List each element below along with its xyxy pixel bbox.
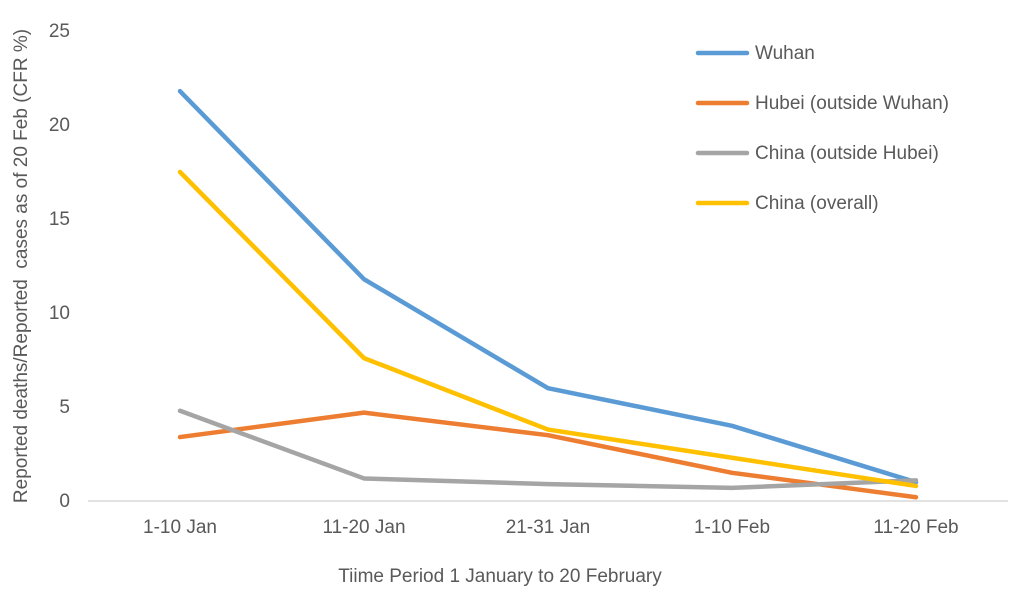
y-axis-tick-label: 10 [49, 303, 70, 324]
legend-item: China (overall) [695, 193, 879, 214]
x-axis-tick-label: 11-20 Feb [873, 517, 958, 538]
legend-item: Hubei (outside Wuhan) [695, 93, 949, 114]
y-axis-tick-label: 15 [49, 209, 70, 230]
y-axis-tick-label: 20 [49, 115, 70, 136]
y-axis-tick-label: 0 [59, 491, 70, 512]
x-axis-tick-label: 21-31 Jan [506, 517, 591, 538]
y-axis-tick-label: 25 [49, 21, 70, 42]
y-axis-tick-label: 5 [59, 397, 70, 418]
x-axis-tick-label: 1-10 Feb [694, 517, 770, 538]
legend-label: China (outside Hubei) [755, 143, 939, 164]
legend-label: China (overall) [755, 193, 879, 214]
series-line-hubei-outside-wuhan [177, 410, 919, 500]
y-axis-title: Reported deaths/Reported cases as of 20 … [11, 28, 32, 504]
legend-item: China (outside Hubei) [695, 143, 939, 164]
legend-item: Wuhan [695, 43, 815, 64]
x-axis-tick-label: 11-20 Jan [322, 517, 405, 538]
legend-label: Hubei (outside Wuhan) [755, 93, 949, 114]
series-line-china-overall [177, 169, 919, 489]
legend-label: Wuhan [755, 43, 815, 64]
x-axis-tick-label: 1-10 Jan [143, 517, 217, 538]
x-axis-title: Tiime Period 1 January to 20 February [338, 566, 662, 587]
series-line-china-outside-hubei [177, 408, 919, 491]
series-line-wuhan [177, 88, 919, 485]
